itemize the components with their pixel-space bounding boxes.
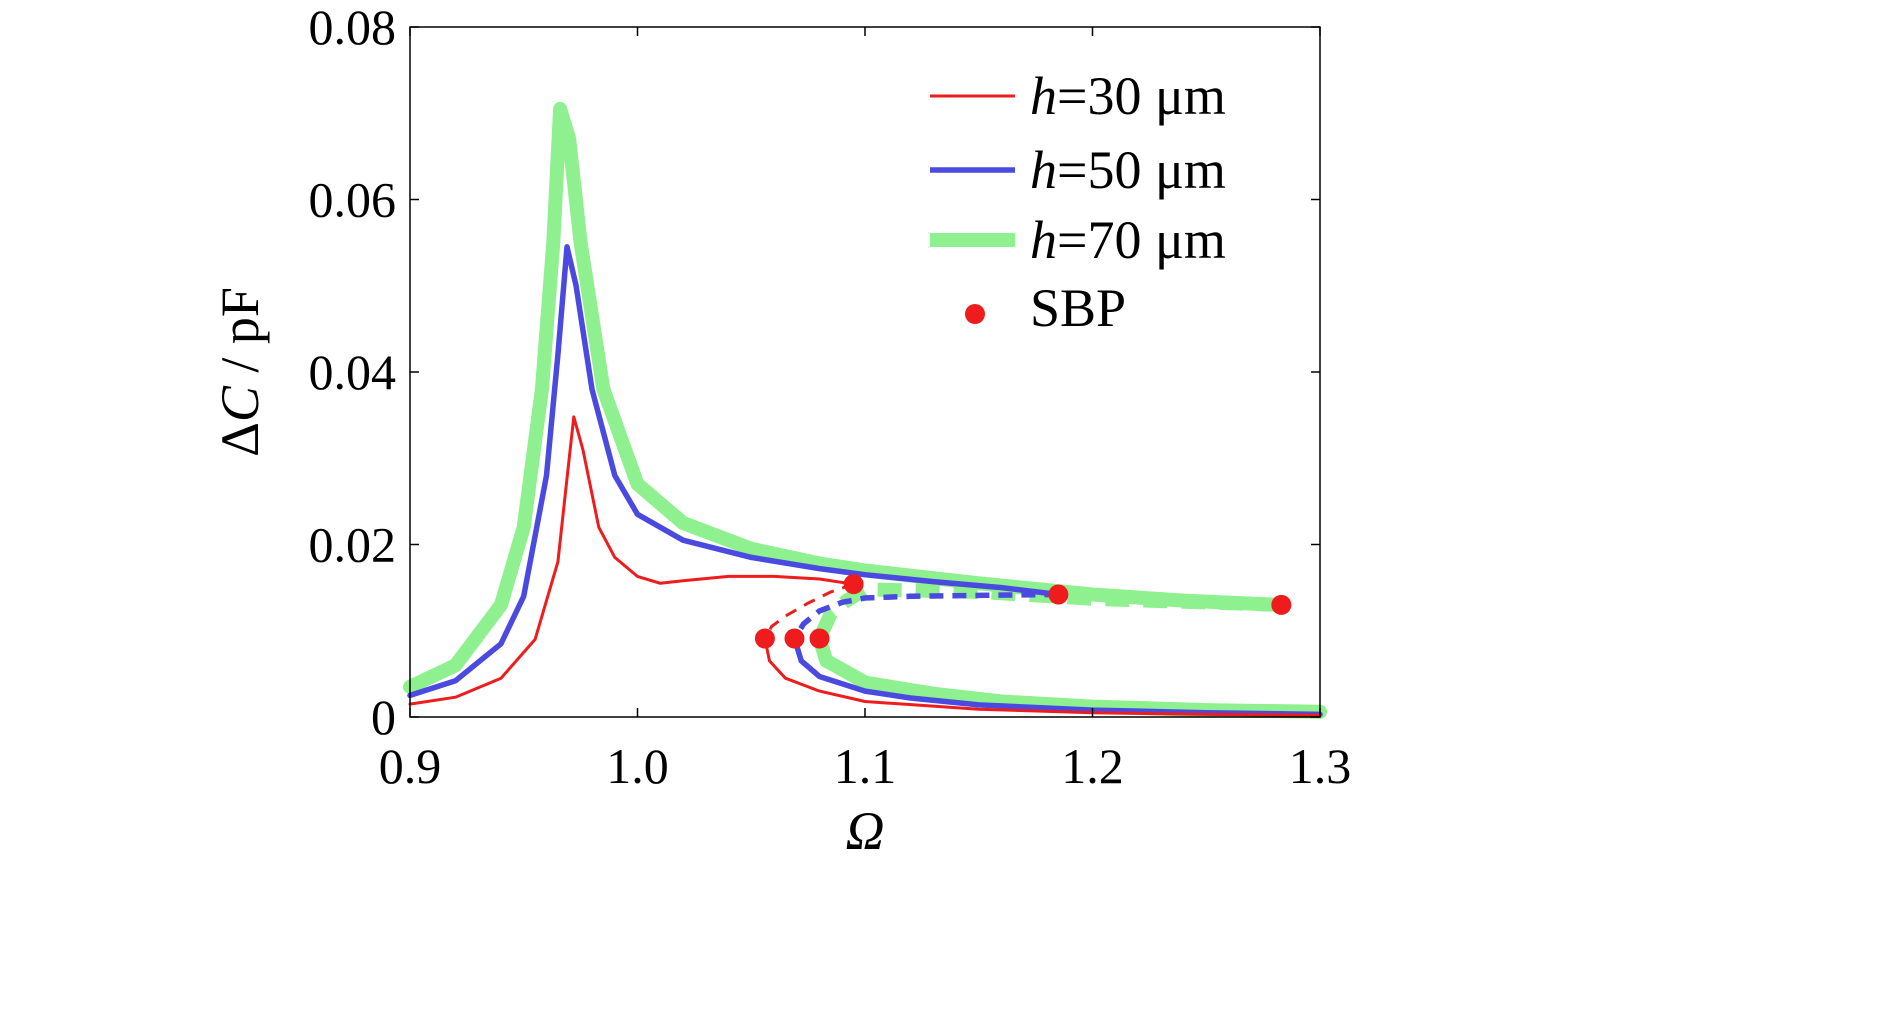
legend-label-value: =50 μm (1057, 140, 1226, 200)
x-tick-label: 1.0 (606, 738, 669, 794)
x-tick-label: 1.3 (1289, 738, 1352, 794)
legend-label-series-1: h=30 μm (1030, 66, 1226, 126)
y-tick-label: 0.04 (309, 344, 397, 400)
sbp-points-layer (754, 574, 1292, 649)
sbp-point (1048, 584, 1069, 605)
x-tick-label: 1.2 (1061, 738, 1124, 794)
ticks-layer: 0.9 1.0 1.1 1.2 1.3 0 0.02 0.04 0.06 0.08 (309, 0, 1352, 794)
legend-label-series-3: h=70 μm (1030, 210, 1226, 270)
y-axis-title-suffix: / pF (210, 287, 270, 386)
x-tick-label: 0.9 (379, 738, 442, 794)
series-line-stable-upper (407, 244, 1062, 699)
plot-area (403, 101, 1327, 719)
y-tick-label: 0.06 (309, 172, 397, 228)
series-line-unstable (813, 582, 1282, 642)
sbp-point (809, 628, 830, 649)
series-line-unstable (763, 582, 855, 640)
series-line-stable-lower (791, 635, 1323, 718)
y-tick-label: 0.02 (309, 517, 397, 573)
legend-label-symbol: h (1030, 66, 1057, 126)
legend-marker-sbp (965, 304, 985, 324)
sbp-point (843, 574, 864, 595)
series-layer (403, 101, 1327, 719)
sbp-point (754, 628, 775, 649)
y-axis-title-delta: Δ (210, 422, 270, 457)
y-tick-label: 0.08 (309, 0, 397, 55)
x-axis-title: Ω (845, 801, 884, 861)
legend-label-value: =30 μm (1057, 66, 1226, 126)
series-line-stable-lower (812, 631, 1327, 719)
legend-label-value: =70 μm (1057, 210, 1226, 270)
y-axis-title-symbol: C (210, 385, 270, 422)
series-line-stable-upper (408, 415, 856, 706)
y-axis-title: ΔC / pF (210, 287, 270, 457)
x-tick-label: 1.1 (834, 738, 897, 794)
series-2 (407, 244, 1323, 718)
legend-label-symbol: h (1030, 210, 1057, 270)
sbp-point (784, 628, 805, 649)
y-tick-label: 0 (371, 689, 396, 745)
series-1 (408, 415, 1322, 717)
legend-label-symbol: h (1030, 140, 1057, 200)
series-line-stable-lower (763, 637, 1322, 717)
series-line-unstable (792, 591, 1059, 640)
sbp-point (1271, 594, 1292, 615)
legend-label-series-2: h=50 μm (1030, 140, 1226, 200)
legend-label-sbp: SBP (1030, 278, 1126, 338)
